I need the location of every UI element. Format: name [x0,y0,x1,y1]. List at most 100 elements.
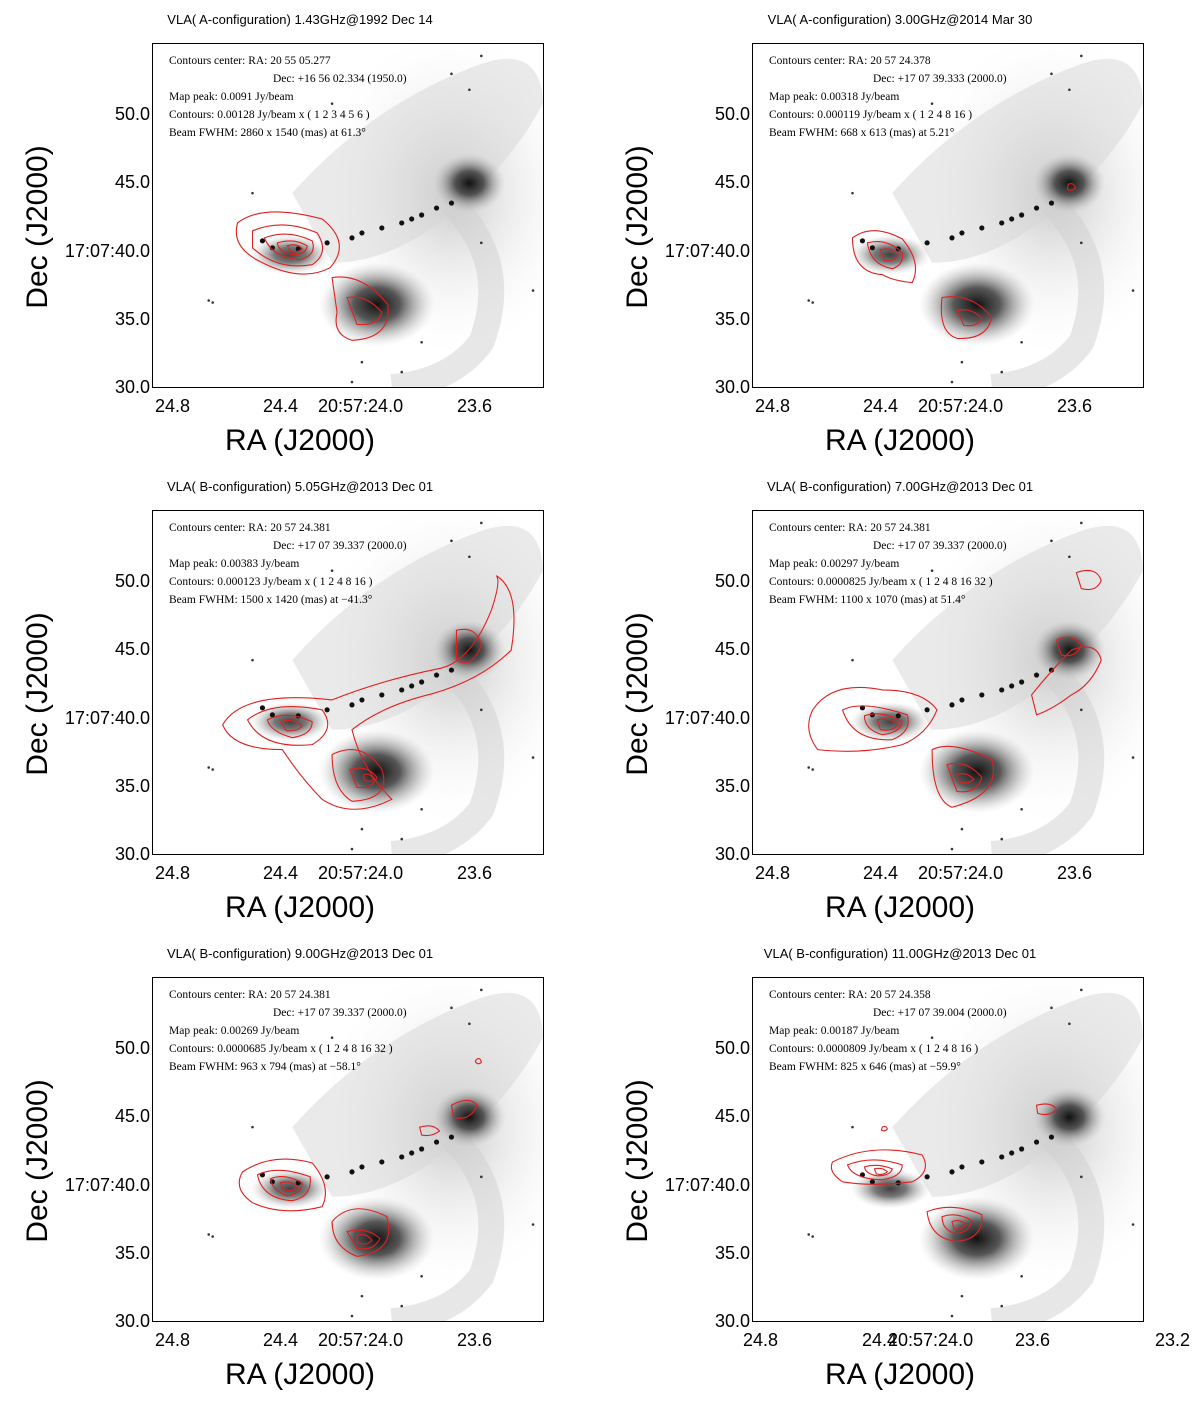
annotation-center-ra: Contours center: RA: 20 57 24.381 [769,522,931,534]
star-knot [359,1164,365,1170]
star-knot [359,697,365,703]
star-knot [1048,1134,1055,1140]
radio-contour [863,1164,893,1177]
star-knot [350,1314,354,1318]
star-knot [807,766,811,769]
x-tick-label: 24.4 [863,396,899,416]
star-knot [531,756,535,759]
radio-contour [851,230,916,284]
radio-contour [841,705,909,741]
image-frame: Contours center: RA: 20 57 24.381 Dec: +1… [752,510,1144,855]
radio-contour [346,1229,381,1250]
contour-group [222,575,515,810]
radio-contour [880,1125,888,1132]
star-knot [859,705,866,711]
star-knot [811,301,814,304]
annotation-peak: Map peak: 0.00187 Jy/beam [769,1025,900,1037]
star-knot [979,692,985,698]
star-knot [324,707,330,713]
panel-5: VLA( B-configuration) 9.00GHz@2013 Dec 0… [0,934,600,1401]
star-knot [409,216,415,222]
image-frame: Contours center: RA: 20 55 05.277 Dec: +1… [152,43,544,388]
star-knot [480,708,483,712]
panel-title: VLA( B-configuration) 7.00GHz@2013 Dec 0… [766,479,1034,494]
x-tick-label: 23.6 [1057,396,1093,416]
star-knot [420,807,423,811]
star-knot [807,299,811,302]
star-knot [207,1233,211,1236]
star-knot [1033,672,1040,678]
x-axis-label: RA (J2000) [824,1358,976,1391]
radio-contour [931,745,994,808]
galaxy-arm [990,1127,1105,1321]
star-knot [851,1125,854,1129]
y-tick-label: 50.0 [714,1038,750,1058]
star-knot [419,1146,425,1152]
annotation-peak: Map peak: 0.0091 Jy/beam [169,91,294,103]
star-knot [251,1125,254,1129]
south-nucleus [919,1196,1035,1281]
panel-title: VLA( A-configuration) 1.43GHz@1992 Dec 1… [167,12,433,27]
y-tick-label: 50.0 [114,1038,150,1058]
star-knot [949,1169,955,1175]
south-nucleus [319,262,435,347]
star-knot [811,768,814,771]
annotation-center-dec: Dec: +17 07 39.337 (2000.0) [273,540,407,552]
annotation-beam: Beam FWHM: 2860 x 1540 (mas) at 61.3° [169,127,366,139]
annotation-peak: Map peak: 0.00318 Jy/beam [769,91,900,103]
radio-contour [1075,569,1102,591]
star-knot [360,360,364,364]
radio-contour [363,773,375,782]
x-tick-label: 24.4 [263,863,299,883]
annotation-block: Contours center: RA: 20 57 24.358 Dec: +1… [769,986,1007,1076]
star-knot [359,230,365,236]
y-tick-label: 17:07:40.0 [64,708,150,728]
radio-contour [1030,646,1102,716]
annotation-beam: Beam FWHM: 1500 x 1420 (mas) at −41.3° [169,594,373,606]
annotation-beam: Beam FWHM: 963 x 794 (mas) at −58.1° [169,1061,361,1073]
west-knot [850,234,931,275]
radio-contour [941,1214,973,1235]
y-tick-label: 17:07:40.0 [64,1175,150,1195]
star-knot [869,1179,875,1185]
x-tick-label: 20:57:24.0 [888,1330,974,1350]
star-knot [960,360,964,364]
star-knot [350,847,354,851]
annotation-contours: Contours: 0.0000825 Jy/beam x ( 1 2 4 8 … [769,576,993,588]
y-axis-label: Dec (J2000) [621,145,654,309]
radio-contour [866,241,904,270]
west-knot [250,701,331,742]
x-tick-label: 24.4 [263,396,299,416]
star-knot [959,697,965,703]
star-knot [950,847,954,851]
radio-contour [956,309,983,327]
star-knot [1068,1022,1071,1026]
star-knot [1000,370,1004,374]
radio-contour [450,1099,478,1119]
star-knot [400,837,404,841]
annotation-contours: Contours: 0.000119 Jy/beam x ( 1 2 4 8 1… [769,109,973,121]
radio-contour [876,718,900,731]
star-knot [480,521,483,525]
star-knot [349,1169,355,1175]
star-knot [399,220,405,226]
radio-contour [263,233,314,261]
star-knot [400,1304,404,1308]
radio-image [207,44,543,387]
radio-contour [926,1206,983,1243]
star-knot [924,1174,930,1180]
star-knot [1080,521,1083,525]
star-knot [1050,539,1053,543]
north-nucleus [1033,153,1106,214]
star-knot [419,679,425,685]
annotation-block: Contours center: RA: 20 57 24.378 Dec: +1… [769,52,1007,142]
star-knot [450,539,453,543]
radio-contour [455,628,482,664]
star-knot [468,1022,471,1026]
star-knot [895,713,901,719]
panel-1: VLA( A-configuration) 1.43GHz@1992 Dec 1… [0,0,600,467]
y-tick-label: 45.0 [114,639,150,659]
star-knot [409,683,415,689]
north-nucleus [433,153,506,214]
radio-contour [940,296,993,339]
